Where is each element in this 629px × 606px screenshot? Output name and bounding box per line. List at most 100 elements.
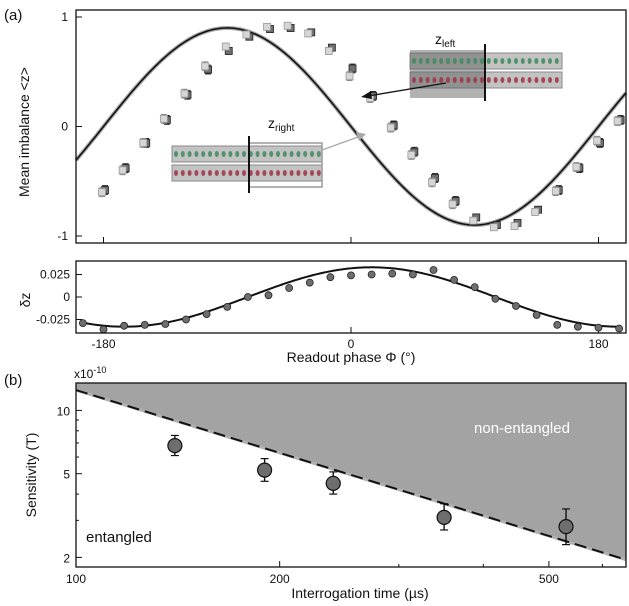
z-right-dots-green xyxy=(174,151,321,157)
panel-a-bottom-frame xyxy=(75,260,627,334)
panel-a-label: (a) xyxy=(4,7,22,24)
panel-a-top-points xyxy=(98,21,625,232)
atom-dot xyxy=(493,58,498,64)
atom-dot xyxy=(235,170,240,176)
z-right-point xyxy=(593,136,601,145)
panel-a-bottom-y-tick-label: 0 xyxy=(63,290,70,304)
z-left-point xyxy=(348,64,357,73)
atom-dot xyxy=(289,151,294,157)
z-left-arrow xyxy=(361,82,447,99)
panel-b-x-tick-label: 200 xyxy=(270,572,290,586)
z-right-arrow xyxy=(321,132,366,151)
z-left-inset: zleft xyxy=(409,31,563,101)
delta-z-point xyxy=(573,322,582,331)
atom-dot xyxy=(255,151,260,157)
atom-dot xyxy=(316,170,321,176)
atom-dot xyxy=(310,170,314,176)
panel-a-top-y-tick-label: -1 xyxy=(57,229,68,243)
delta-z-fit-curve xyxy=(82,266,620,328)
panel-b-ylabel: Sensitivity (T) xyxy=(23,433,39,518)
atom-dot xyxy=(507,58,512,64)
panel-a-bottom-y-tick-label: -0.025 xyxy=(36,313,70,327)
atom-dot xyxy=(459,77,464,83)
atom-dot xyxy=(310,151,314,157)
atom-dot xyxy=(520,77,525,83)
atom-dot xyxy=(432,58,437,64)
atom-dot xyxy=(418,58,423,64)
delta-z-point xyxy=(429,266,438,274)
atom-dot xyxy=(289,170,294,176)
panel-b-xlabel: Interrogation time (µs) xyxy=(291,585,428,601)
delta-z-point xyxy=(264,291,273,300)
z-right-point xyxy=(263,22,271,31)
delta-z-point xyxy=(347,271,355,280)
z-right-inset: zright xyxy=(171,115,323,193)
delta-z-point xyxy=(140,320,149,329)
atom-dot xyxy=(486,77,491,83)
atom-dot xyxy=(466,77,471,83)
atom-dot xyxy=(303,170,308,176)
z-right-point xyxy=(118,166,127,175)
panel-a-bottom-points xyxy=(78,266,624,334)
panel-b-y-multiplier: x10-10 xyxy=(74,365,106,381)
z-right-point xyxy=(572,163,581,171)
z-left-label: zleft xyxy=(435,31,456,50)
panel-a-bottom-ylabel: δz xyxy=(17,293,33,308)
panel-b-x-tick-label: 100 xyxy=(66,572,86,586)
z-right-point xyxy=(551,187,560,196)
atom-dot xyxy=(527,77,532,83)
z-left-arrow-line xyxy=(367,82,447,97)
delta-z-point xyxy=(243,293,252,301)
panel-a-bottom: δz 0.025 0 -0.025 -180 0 180 Readout phase Φ… xyxy=(17,260,627,365)
atom-dot xyxy=(425,77,430,83)
sensitivity-point xyxy=(558,519,574,535)
atom-dot xyxy=(228,170,233,176)
atom-dot xyxy=(554,58,559,64)
atom-dot xyxy=(507,77,512,83)
panel-a-bottom-xlabel: Readout phase Φ (°) xyxy=(287,349,416,365)
atom-dot xyxy=(548,58,552,64)
delta-z-point xyxy=(450,275,459,284)
z-right-point xyxy=(304,29,313,38)
delta-z-point xyxy=(99,325,108,334)
delta-z-point xyxy=(161,320,170,328)
limit-line-dashed xyxy=(75,389,627,561)
panel-a-bottom-fit xyxy=(82,266,620,328)
atom-dot xyxy=(500,58,505,64)
atom-dot xyxy=(527,58,532,64)
atom-dot xyxy=(439,58,444,64)
z-right-point xyxy=(201,62,210,71)
z-right-point xyxy=(407,151,416,159)
atom-dot xyxy=(269,170,274,176)
atom-dot xyxy=(201,170,206,176)
sensitivity-point xyxy=(167,438,183,454)
atom-dot xyxy=(187,170,192,176)
atom-dot xyxy=(180,170,185,176)
panel-b: (b) x10-10 non-entangled entangled 2510 … xyxy=(4,365,627,601)
atom-dot xyxy=(242,151,246,157)
panel-b-frame xyxy=(75,382,627,568)
atom-dot xyxy=(554,77,559,83)
delta-z-point xyxy=(594,323,603,332)
panel-a-top-fits xyxy=(74,25,628,228)
z-left-inset-shade xyxy=(410,50,485,98)
z-right-point xyxy=(324,47,333,55)
delta-z-point xyxy=(512,302,520,310)
z-right-arrow-head xyxy=(356,132,366,141)
atom-dot xyxy=(208,151,212,157)
atom-dot xyxy=(459,58,464,64)
panel-b-y-tick-label: 10 xyxy=(57,404,71,418)
atom-dot xyxy=(282,151,287,157)
z-right-point xyxy=(221,42,230,51)
z-right-point xyxy=(531,208,540,216)
panel-a-bottom-x-tick-label: 0 xyxy=(348,337,355,351)
sensitivity-point xyxy=(325,475,341,491)
z-right-dots-red xyxy=(174,170,321,176)
atom-dot xyxy=(418,77,423,83)
z-left-arrow-head xyxy=(361,91,372,99)
atom-dot xyxy=(466,58,471,64)
z-right-point xyxy=(613,117,622,125)
delta-z-point xyxy=(202,310,211,319)
atom-dot xyxy=(446,58,450,64)
